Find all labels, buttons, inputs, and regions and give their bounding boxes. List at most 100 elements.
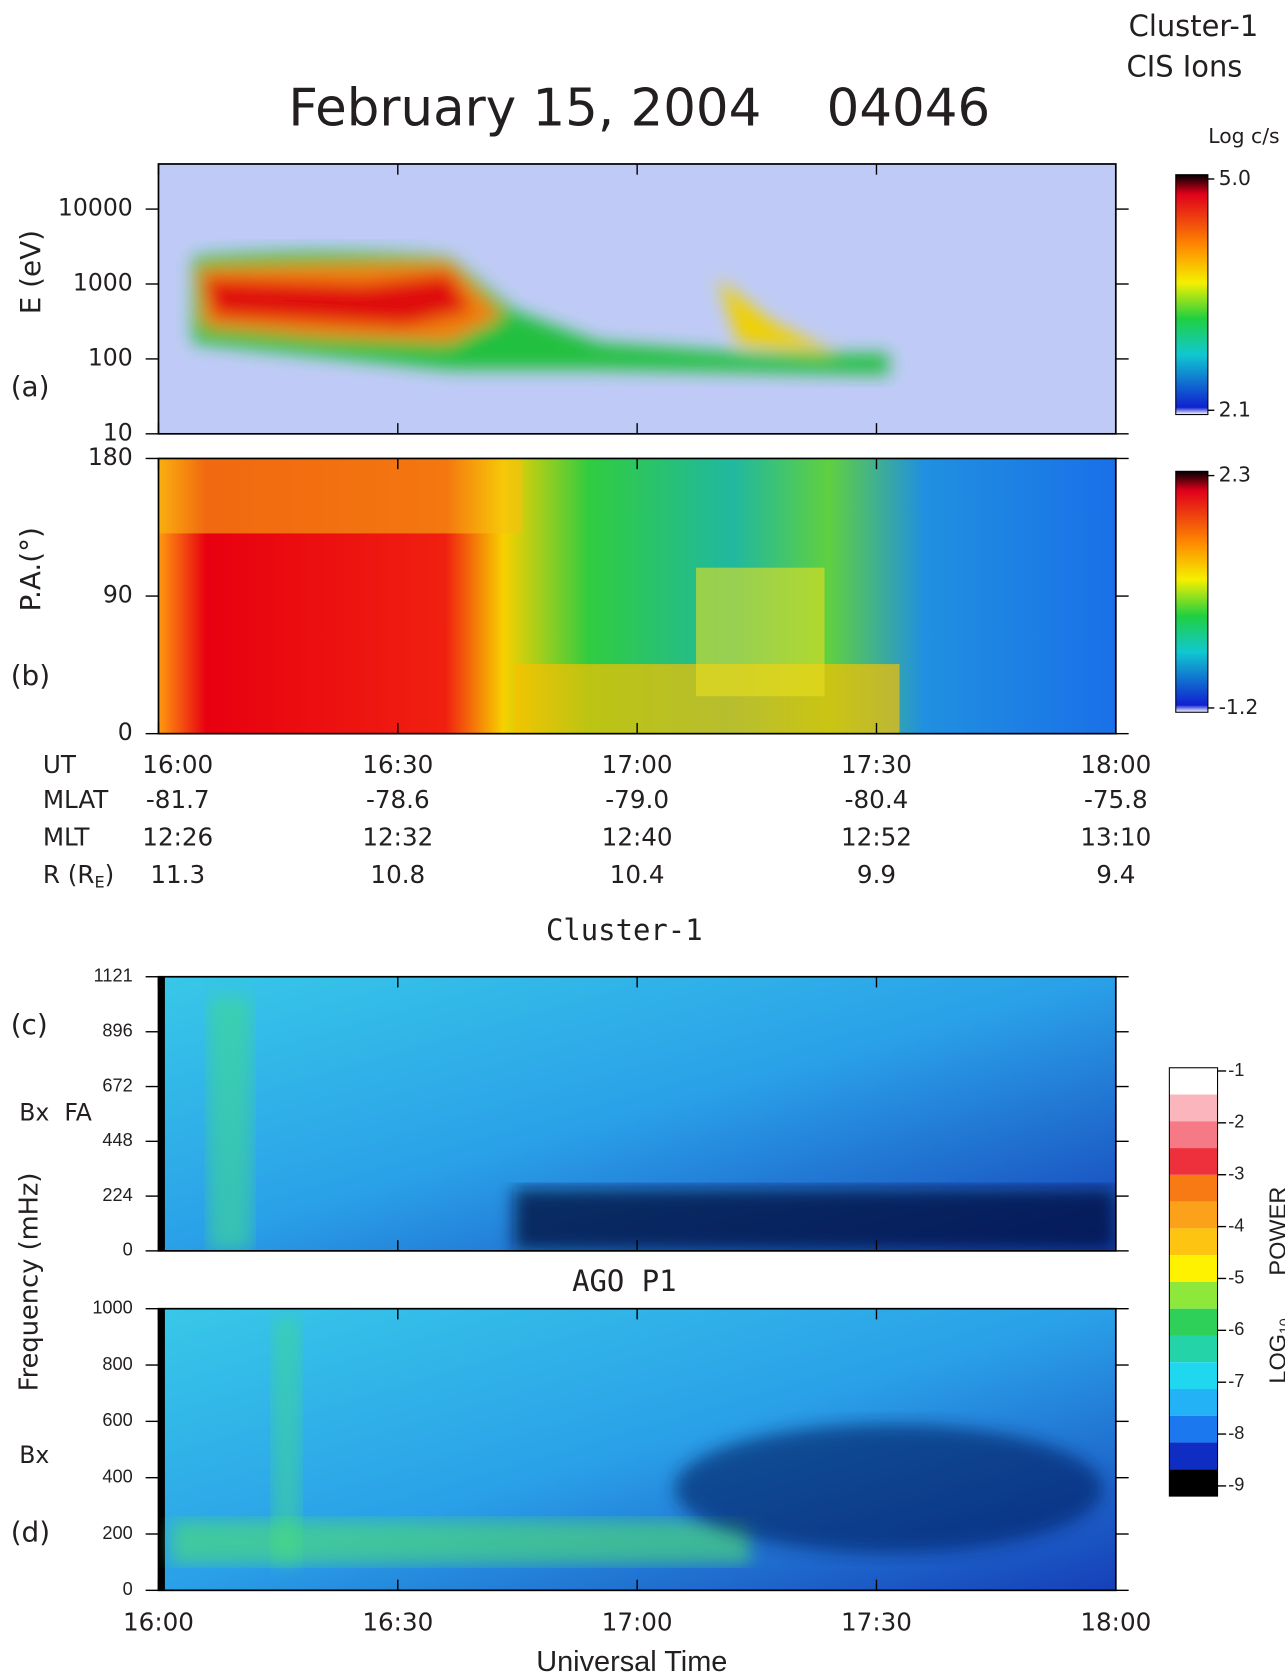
row-value: 17:00	[602, 750, 673, 779]
row-value: 10.4	[610, 860, 665, 889]
y-tick-label: 600	[102, 1410, 132, 1430]
y-tick-label: 800	[102, 1354, 132, 1374]
row-value: 13:10	[1080, 823, 1151, 852]
figure-title: February 15, 2004 04046	[288, 79, 990, 139]
colorbar-tick-label: 5.0	[1219, 166, 1251, 190]
row-label: R (RE)	[43, 860, 114, 891]
colorbar-swatch	[1169, 1389, 1218, 1416]
row-value: 17:30	[841, 750, 912, 779]
y-tick-label: 200	[102, 1523, 132, 1543]
y-axis-title: P.A.(°)	[14, 527, 47, 611]
y-tick-label: 0	[123, 1240, 133, 1260]
colorbar-swatch	[1169, 1308, 1218, 1336]
colorbar-title: LOG10 POWER	[1265, 1187, 1285, 1384]
row-label-part: )	[105, 860, 115, 889]
ago-power-spectrogram-image	[158, 1308, 1116, 1591]
x-tick-label: 18:00	[1080, 1608, 1151, 1637]
spacecraft: Cluster-1	[1129, 9, 1259, 43]
colorbar-tick-label: 2.3	[1219, 463, 1251, 487]
frequency-axis-title: Frequency (mHz)	[14, 1173, 44, 1392]
instrument: CIS Ions	[1127, 50, 1243, 84]
row-value: 12:40	[602, 823, 673, 852]
colorbar-swatch	[1169, 1094, 1218, 1122]
colorbar-frame	[1168, 1067, 1219, 1497]
row-label: MLAT	[43, 785, 109, 814]
x-tick-label: 16:00	[123, 1608, 194, 1637]
colorbar-tick-label: 2.1	[1219, 397, 1251, 421]
colorbar-swatch	[1169, 1281, 1218, 1309]
row-value: 18:00	[1080, 750, 1151, 779]
row-value: -80.4	[845, 785, 909, 814]
colorbar-tick-label: -4	[1228, 1215, 1244, 1235]
pitch-angle-spectrogram-image	[158, 458, 1116, 734]
row-value: 12:26	[142, 823, 213, 852]
row-value: 16:30	[362, 750, 433, 779]
colorbar-tick-label: -5	[1228, 1267, 1244, 1287]
colorbar-swatch	[1169, 1335, 1218, 1363]
panel-title: Cluster-1	[546, 913, 703, 947]
colorbar-a	[1175, 174, 1209, 416]
y-tick-label: 1000	[92, 1298, 132, 1318]
row-value: -78.6	[366, 785, 430, 814]
row-value: 11.3	[150, 860, 205, 889]
colorbar-swatch	[1169, 1148, 1218, 1175]
component-label: Bx FA	[19, 1098, 92, 1126]
x-tick-label: 17:00	[602, 1608, 673, 1637]
colorbar-tick-label: -9	[1228, 1475, 1244, 1495]
row-label: MLT	[43, 823, 91, 852]
row-value: 12:52	[841, 823, 912, 852]
colorbar-b	[1175, 470, 1209, 713]
row-value: 16:00	[142, 750, 213, 779]
colorbar-swatch	[1169, 1228, 1218, 1256]
colorbar-title: Log c/s	[1208, 124, 1279, 148]
row-value: 10.8	[370, 860, 425, 889]
row-label: UT	[43, 750, 77, 779]
y-tick-label: 448	[102, 1130, 132, 1150]
colorbar-swatch	[1169, 1067, 1218, 1095]
row-label-part: R (R	[43, 860, 95, 889]
x-axis-title: Universal Time	[536, 1646, 727, 1674]
x-tick-label: 16:30	[362, 1608, 433, 1637]
y-tick-label: 10	[103, 418, 133, 446]
colorbar-tick-label: -2	[1228, 1112, 1244, 1132]
colorbar-tick-label: -1.2	[1219, 695, 1259, 719]
colorbar-tick-label: -3	[1228, 1164, 1244, 1184]
y-tick-label: 10000	[58, 194, 133, 222]
panel-label: (d)	[11, 1516, 50, 1549]
y-tick-label: 400	[102, 1466, 132, 1486]
x-tick-label: 17:30	[841, 1608, 912, 1637]
panel-label: (c)	[11, 1008, 48, 1041]
colorbar-tick-label: -6	[1228, 1319, 1244, 1339]
y-tick-label: 0	[118, 718, 133, 746]
colorbar-tick-label: -1	[1228, 1060, 1244, 1080]
colorbar-title-part: 10	[1276, 1318, 1285, 1334]
colorbar-swatch	[1169, 1201, 1218, 1229]
cluster-power-spectrogram-image	[158, 976, 1116, 1251]
y-axis-title: E (eV)	[14, 230, 47, 314]
colorbar-swatch	[1169, 1442, 1218, 1470]
y-tick-label: 100	[88, 343, 133, 371]
row-value: -81.7	[146, 785, 210, 814]
energy-spectrogram-image	[158, 163, 1116, 434]
y-tick-label: 180	[88, 443, 133, 471]
component-label: Bx	[19, 1441, 49, 1469]
colorbar-swatch	[1169, 1121, 1218, 1149]
y-tick-label: 1121	[94, 966, 133, 986]
y-tick-label: 896	[102, 1021, 132, 1041]
colorbar-title-part: LOG	[1265, 1334, 1285, 1384]
colorbar-swatch	[1169, 1469, 1218, 1497]
panel-label: (a)	[11, 370, 50, 403]
colorbar-tick-label: -7	[1228, 1371, 1244, 1391]
row-value: -75.8	[1084, 785, 1148, 814]
row-value: 9.4	[1096, 860, 1135, 889]
y-tick-label: 90	[103, 581, 133, 609]
y-tick-label: 0	[123, 1579, 133, 1599]
row-value: -79.0	[605, 785, 669, 814]
y-tick-label: 224	[102, 1185, 132, 1205]
panel-label: (b)	[11, 659, 50, 692]
panel-title: AGO P1	[572, 1264, 676, 1298]
colorbar-swatch	[1169, 1362, 1218, 1390]
colorbar-tick-label: -8	[1228, 1423, 1244, 1443]
colorbar-swatch	[1169, 1255, 1218, 1282]
